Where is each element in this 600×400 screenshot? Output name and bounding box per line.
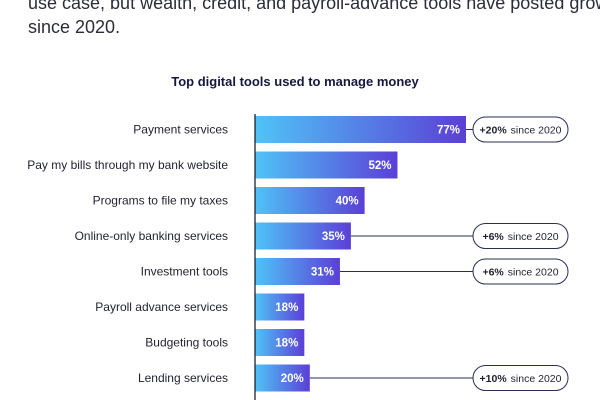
bar (255, 329, 305, 356)
callout-suffix: since 2020 (511, 124, 562, 136)
callout-badge (472, 223, 569, 249)
callout-text: +20% since 2020 (480, 124, 562, 136)
value-label: 35% (322, 231, 345, 243)
category-label: Online-only banking services (75, 229, 228, 243)
callout-change: +6% (482, 231, 504, 243)
bar (255, 187, 365, 214)
category-label: Payroll advance services (95, 300, 228, 314)
callout-text: +6% since 2020 (482, 231, 558, 243)
bar (255, 116, 466, 143)
bar (255, 258, 340, 285)
category-label: Programs to file my taxes (93, 194, 228, 208)
category-label: Pay my bills through my bank website (27, 158, 228, 172)
callout-change: +20% (480, 124, 508, 136)
intro-text: use case, but wealth, credit, and payrol… (28, 0, 600, 39)
bar (255, 151, 398, 179)
bar (255, 293, 305, 321)
callout-badge (472, 258, 569, 285)
value-label: 31% (311, 267, 334, 279)
bar (255, 222, 351, 250)
callout-change: +6% (482, 266, 504, 278)
callout-suffix: since 2020 (508, 231, 559, 243)
value-label: 20% (281, 373, 304, 385)
category-label: Lending services (138, 371, 228, 385)
callout-suffix: since 2020 (508, 266, 559, 278)
value-label: 77% (437, 125, 460, 137)
category-label: Investment tools (141, 265, 228, 279)
callout-badge (472, 365, 569, 391)
chart-title: Top digital tools used to manage money (171, 74, 419, 89)
value-label: 40% (336, 196, 359, 208)
callout-change: +10% (480, 373, 508, 385)
callout-badge (472, 116, 569, 143)
bar (255, 364, 310, 392)
callout-suffix: since 2020 (511, 373, 562, 385)
callout-text: +6% since 2020 (482, 266, 558, 278)
category-label: Payment services (133, 123, 228, 137)
value-label: 52% (368, 160, 391, 172)
value-label: 18% (275, 302, 298, 314)
value-label: 18% (275, 338, 298, 350)
intro-line-2: since 2020. (28, 17, 121, 37)
intro-line-1: use case, but wealth, credit, and payrol… (28, 0, 600, 13)
category-label: Budgeting tools (145, 336, 228, 350)
callout-text: +10% since 2020 (480, 373, 562, 385)
